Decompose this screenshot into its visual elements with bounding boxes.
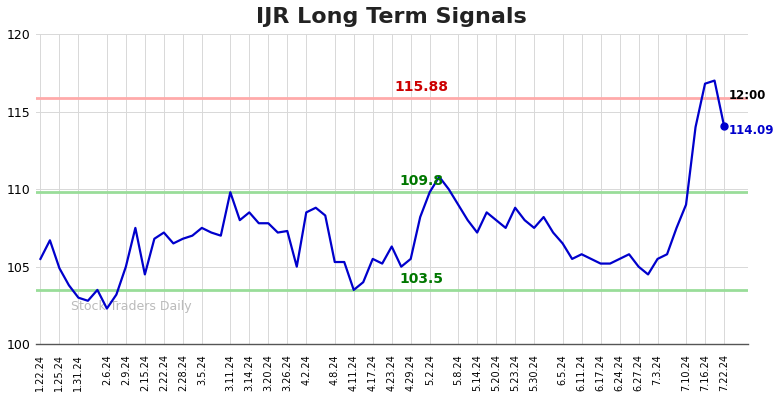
Text: 103.5: 103.5 (400, 272, 444, 286)
Text: 114.09: 114.09 (729, 124, 775, 137)
Text: 115.88: 115.88 (394, 80, 448, 94)
Text: Stock Traders Daily: Stock Traders Daily (71, 300, 192, 313)
Title: IJR Long Term Signals: IJR Long Term Signals (256, 7, 527, 27)
Text: 12:00: 12:00 (729, 90, 766, 102)
Text: 109.8: 109.8 (400, 174, 444, 188)
